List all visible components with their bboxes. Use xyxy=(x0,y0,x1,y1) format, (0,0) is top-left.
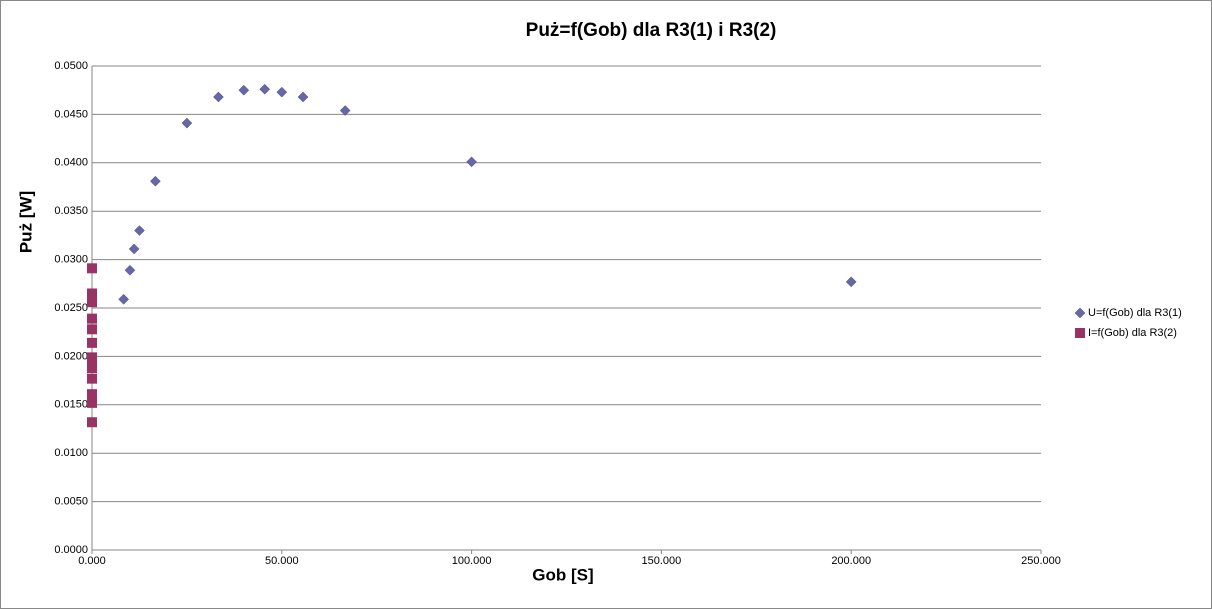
y-tick-label: 0.0350 xyxy=(54,205,88,217)
y-tick-label: 0.0450 xyxy=(54,108,88,120)
marker-square xyxy=(87,324,97,335)
y-tick-label: 0.0250 xyxy=(54,302,88,314)
marker-square xyxy=(87,357,97,368)
y-tick-label: 0.0050 xyxy=(54,496,88,508)
y-tick-label: 0.0100 xyxy=(54,447,88,459)
x-tick-label: 100.000 xyxy=(452,555,492,567)
y-axis-label: Puż [W] xyxy=(16,191,35,253)
y-tick-label: 0.0500 xyxy=(54,60,88,72)
x-tick-label: 0.000 xyxy=(78,555,106,567)
marker-square xyxy=(87,373,97,384)
marker-diamond xyxy=(150,175,161,187)
y-tick-label: 0.0300 xyxy=(54,254,88,266)
legend-label: I=f(Gob) dla R3(2) xyxy=(1088,327,1177,339)
marker-diamond xyxy=(118,293,129,305)
y-tick-label: 0.0400 xyxy=(54,157,88,169)
y-tick-label: 0.0000 xyxy=(54,544,88,556)
x-axis-label: Gob [S] xyxy=(532,565,593,584)
marker-square xyxy=(87,397,97,408)
chart-title: Puż=f(Gob) dla R3(1) i R3(2) xyxy=(526,20,777,41)
marker-diamond xyxy=(297,91,309,103)
marker-diamond xyxy=(259,83,271,95)
marker-square xyxy=(87,263,97,274)
legend-marker xyxy=(1074,307,1086,319)
marker-diamond xyxy=(466,156,477,168)
x-tick-label: 50.000 xyxy=(265,555,299,567)
y-tick-label: 0.0200 xyxy=(54,350,88,362)
marker-square xyxy=(87,337,97,348)
marker-diamond xyxy=(128,243,140,255)
marker-diamond xyxy=(181,117,193,129)
legend-marker xyxy=(1075,328,1085,338)
marker-diamond xyxy=(238,84,250,96)
y-tick-label: 0.0150 xyxy=(54,399,88,411)
marker-diamond xyxy=(213,91,224,103)
marker-square xyxy=(87,297,97,308)
marker-diamond xyxy=(339,105,351,116)
marker-diamond xyxy=(134,225,145,236)
marker-square xyxy=(87,313,97,324)
x-tick-label: 200.000 xyxy=(831,555,871,567)
marker-diamond xyxy=(124,264,136,276)
legend-label: U=f(Gob) dla R3(1) xyxy=(1088,307,1182,319)
marker-diamond xyxy=(845,276,857,288)
marker-diamond xyxy=(276,86,288,98)
marker-square xyxy=(87,417,97,428)
x-tick-label: 150.000 xyxy=(642,555,682,567)
x-tick-label: 250.000 xyxy=(1021,555,1061,567)
marker-square xyxy=(87,363,97,374)
